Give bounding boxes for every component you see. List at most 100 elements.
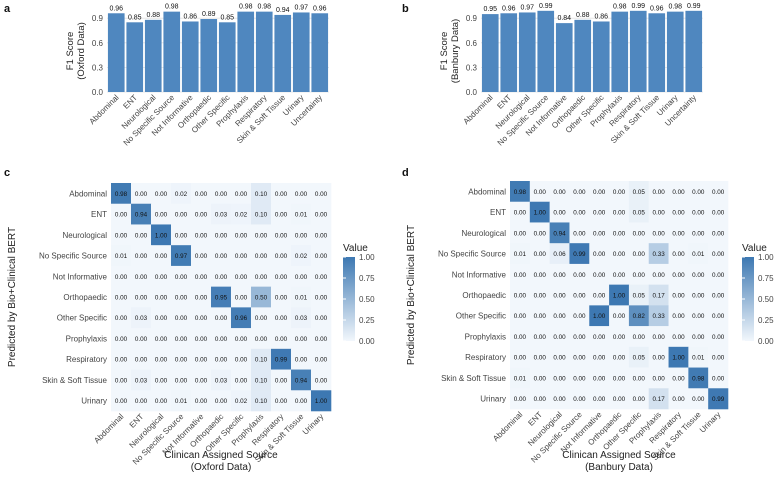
- bar-value-label: 0.99: [539, 3, 553, 10]
- cell-value-label: 0.00: [115, 212, 128, 219]
- bar: [592, 21, 610, 93]
- heatmap-cell: [628, 263, 650, 285]
- cell-value-label: 1.00: [155, 232, 168, 239]
- heatmap-cell: [529, 263, 550, 285]
- cell-value-label: 0.00: [215, 274, 228, 281]
- cell-value-label: 0.00: [672, 272, 685, 279]
- heatmap-cell: [211, 245, 232, 267]
- heatmap-cell: [311, 369, 332, 391]
- cell-value-label: 0.98: [115, 191, 128, 198]
- cell-value-label: 0.00: [613, 375, 626, 382]
- heatmap-cell: [569, 222, 590, 244]
- cell-value-label: 0.00: [235, 274, 248, 281]
- bar-value-label: 0.84: [557, 15, 571, 22]
- bar: [292, 12, 310, 93]
- cell-value-label: 0.05: [633, 355, 646, 362]
- cell-value-label: 0.00: [215, 315, 228, 322]
- heatmap-cell: [569, 243, 590, 265]
- cell-value-label: 0.00: [235, 295, 248, 302]
- bar: [555, 23, 573, 92]
- heatmap-cell: [708, 263, 729, 285]
- heatmap-cell: [231, 224, 252, 246]
- legend-tick-label: 0.50: [359, 295, 375, 304]
- heatmap-cell: [549, 284, 570, 306]
- cell-value-label: 0.00: [672, 230, 685, 237]
- heatmap-cell: [668, 284, 689, 306]
- y-tick-label: 0.6: [92, 39, 104, 48]
- x-axis-title: Clinican Assigned Source: [562, 450, 676, 461]
- heatmap-cell: [191, 224, 212, 246]
- heatmap-cell: [231, 245, 252, 267]
- cell-value-label: 0.03: [295, 315, 308, 322]
- cell-value-label: 0.00: [653, 272, 666, 279]
- panel-label-c: c: [4, 167, 10, 179]
- heatmap-cell: [191, 348, 212, 370]
- heatmap-cell: [529, 346, 550, 368]
- cell-value-label: 0.00: [195, 212, 208, 219]
- y-tick-label: Urinary: [480, 395, 506, 404]
- heatmap-cell: [569, 346, 590, 368]
- heatmap-cell: [251, 286, 272, 308]
- cell-value-label: 0.00: [155, 336, 168, 343]
- cell-value-label: 0.00: [613, 355, 626, 362]
- heatmap-cell: [628, 326, 650, 348]
- heatmap-cell: [609, 284, 630, 306]
- heatmap-cell: [549, 367, 570, 389]
- legend-tick-label: 0.75: [359, 274, 375, 283]
- heatmap-cell: [708, 222, 729, 244]
- heatmap-cell: [191, 286, 212, 308]
- cell-value-label: 0.00: [215, 232, 228, 239]
- cell-value-label: 0.00: [553, 210, 566, 217]
- heatmap-cell: [510, 346, 531, 368]
- cell-value-label: 0.00: [712, 251, 725, 258]
- cell-value-label: 0.00: [633, 251, 646, 258]
- cell-value-label: 0.00: [553, 189, 566, 196]
- cell-value-label: 0.00: [672, 189, 685, 196]
- cell-value-label: 0.00: [295, 357, 308, 364]
- heatmap-cell: [171, 328, 192, 350]
- cell-value-label: 0.00: [115, 232, 128, 239]
- heatmap-cell: [251, 183, 272, 205]
- heatmap-cell: [688, 181, 709, 203]
- cell-value-label: 0.00: [712, 293, 725, 300]
- cell-value-label: 0.03: [135, 315, 148, 322]
- heatmap-cell: [589, 388, 610, 410]
- heatmap-cell: [688, 346, 709, 368]
- cell-value-label: 0.00: [672, 210, 685, 217]
- y-tick-label: No Specific Source: [438, 250, 507, 259]
- cell-value-label: 0.00: [175, 336, 188, 343]
- bar-value-label: 0.99: [687, 3, 701, 10]
- bar-value-label: 0.96: [313, 5, 327, 12]
- heatmap-cell: [271, 348, 292, 370]
- cell-value-label: 0.00: [613, 230, 626, 237]
- bar: [537, 10, 555, 92]
- bar: [163, 11, 181, 93]
- heatmap-cell: [549, 305, 570, 327]
- bar: [181, 21, 199, 93]
- cell-value-label: 0.33: [653, 313, 666, 320]
- heatmap-cell: [510, 222, 531, 244]
- cell-value-label: 0.00: [235, 336, 248, 343]
- cell-value-label: 0.00: [692, 189, 705, 196]
- heatmap-cell: [510, 284, 531, 306]
- cell-value-label: 0.00: [672, 334, 685, 341]
- heatmap-cell: [111, 348, 132, 370]
- cell-value-label: 0.00: [593, 210, 606, 217]
- heatmap-cell: [569, 326, 590, 348]
- heatmap-cell: [609, 388, 630, 410]
- heatmap-cell: [151, 348, 172, 370]
- y-axis-title: F1 Score: [439, 32, 450, 71]
- cell-value-label: 0.00: [613, 313, 626, 320]
- cell-value-label: 0.00: [692, 230, 705, 237]
- bar-value-label: 0.85: [128, 14, 142, 21]
- heatmap-cell: [589, 284, 610, 306]
- heatmap-cell: [251, 245, 272, 267]
- bar-value-label: 0.94: [276, 7, 290, 14]
- cell-value-label: 0.00: [275, 232, 288, 239]
- heatmap-cell: [171, 286, 192, 308]
- heatmap-cell: [589, 367, 610, 389]
- cell-value-label: 0.01: [514, 251, 527, 258]
- bar-value-label: 0.95: [483, 6, 497, 13]
- heatmap-cell: [589, 243, 610, 265]
- heatmap-cell: [510, 367, 531, 389]
